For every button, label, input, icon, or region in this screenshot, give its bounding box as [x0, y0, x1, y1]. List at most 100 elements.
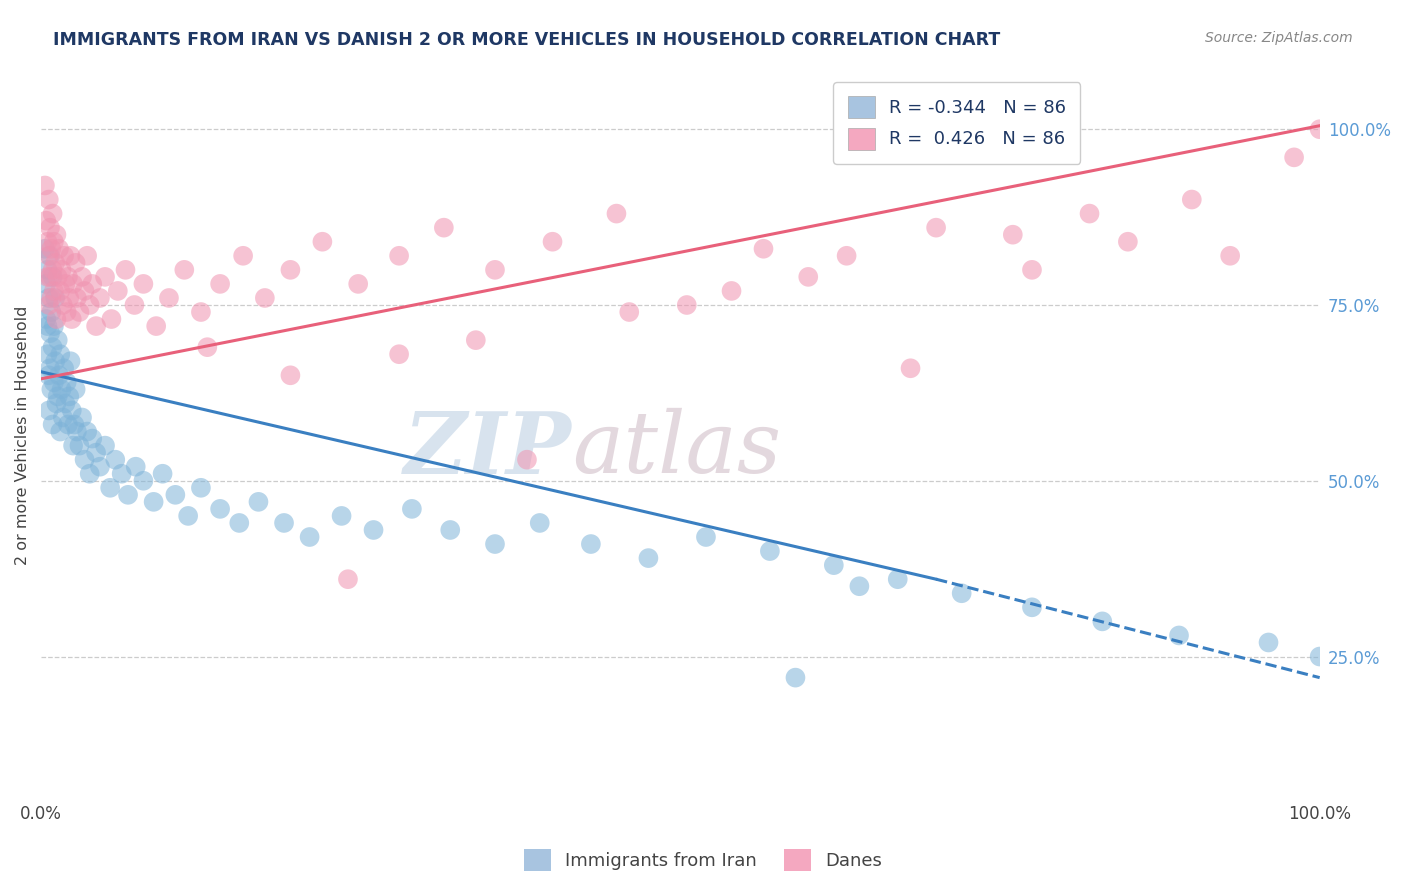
Point	[41, 340, 63, 354]
Point	[950, 586, 973, 600]
Point	[55, 277, 77, 291]
Point	[35, 312, 58, 326]
Point	[785, 671, 807, 685]
Point	[247, 495, 270, 509]
Point	[605, 206, 627, 220]
Point	[65, 256, 87, 270]
Point	[53, 361, 76, 376]
Point	[37, 269, 59, 284]
Point	[111, 467, 134, 481]
Point	[62, 277, 84, 291]
Point	[69, 305, 91, 319]
Point	[388, 249, 411, 263]
Point	[42, 319, 65, 334]
Point	[142, 495, 165, 509]
Point	[41, 417, 63, 432]
Point	[1168, 628, 1191, 642]
Point	[58, 389, 80, 403]
Point	[55, 305, 77, 319]
Point	[1116, 235, 1139, 249]
Point	[190, 305, 212, 319]
Point	[157, 291, 180, 305]
Point	[39, 361, 62, 376]
Point	[637, 551, 659, 566]
Point	[759, 544, 782, 558]
Point	[401, 502, 423, 516]
Point	[541, 235, 564, 249]
Point	[433, 220, 456, 235]
Point	[835, 249, 858, 263]
Point	[55, 396, 77, 410]
Point	[695, 530, 717, 544]
Text: atlas: atlas	[572, 409, 780, 491]
Point	[82, 277, 104, 291]
Point	[37, 263, 59, 277]
Point	[44, 256, 66, 270]
Point	[42, 235, 65, 249]
Point	[41, 242, 63, 256]
Point	[1021, 263, 1043, 277]
Point	[298, 530, 321, 544]
Text: IMMIGRANTS FROM IRAN VS DANISH 2 OR MORE VEHICLES IN HOUSEHOLD CORRELATION CHART: IMMIGRANTS FROM IRAN VS DANISH 2 OR MORE…	[53, 31, 1001, 49]
Point	[45, 227, 67, 242]
Point	[152, 467, 174, 481]
Point	[46, 269, 69, 284]
Point	[65, 383, 87, 397]
Point	[190, 481, 212, 495]
Point	[38, 403, 60, 417]
Point	[37, 235, 59, 249]
Point	[675, 298, 697, 312]
Point	[579, 537, 602, 551]
Point	[84, 445, 107, 459]
Point	[41, 269, 63, 284]
Point	[41, 383, 63, 397]
Point	[39, 220, 62, 235]
Point	[439, 523, 461, 537]
Point	[114, 263, 136, 277]
Point	[253, 291, 276, 305]
Point	[51, 383, 73, 397]
Point	[124, 298, 146, 312]
Point	[823, 558, 845, 573]
Point	[45, 396, 67, 410]
Point	[37, 319, 59, 334]
Point	[41, 263, 63, 277]
Point	[82, 432, 104, 446]
Point	[89, 459, 111, 474]
Point	[70, 410, 93, 425]
Legend: R = -0.344   N = 86, R =  0.426   N = 86: R = -0.344 N = 86, R = 0.426 N = 86	[834, 82, 1080, 164]
Point	[37, 347, 59, 361]
Point	[84, 319, 107, 334]
Point	[35, 277, 58, 291]
Point	[39, 249, 62, 263]
Legend: Immigrants from Iran, Danes: Immigrants from Iran, Danes	[516, 842, 890, 879]
Point	[70, 269, 93, 284]
Point	[848, 579, 870, 593]
Point	[347, 277, 370, 291]
Point	[66, 425, 89, 439]
Point	[66, 291, 89, 305]
Point	[62, 439, 84, 453]
Point	[38, 249, 60, 263]
Point	[209, 502, 232, 516]
Point	[145, 319, 167, 334]
Point	[363, 523, 385, 537]
Point	[44, 291, 66, 305]
Point	[73, 452, 96, 467]
Point	[59, 249, 82, 263]
Point	[76, 425, 98, 439]
Point	[51, 263, 73, 277]
Point	[60, 312, 83, 326]
Point	[100, 312, 122, 326]
Point	[117, 488, 139, 502]
Point	[132, 474, 155, 488]
Point	[44, 354, 66, 368]
Point	[336, 572, 359, 586]
Point	[46, 333, 69, 347]
Point	[60, 403, 83, 417]
Point	[177, 508, 200, 523]
Point	[280, 368, 302, 383]
Point	[280, 263, 302, 277]
Point	[42, 376, 65, 390]
Point	[1309, 122, 1331, 136]
